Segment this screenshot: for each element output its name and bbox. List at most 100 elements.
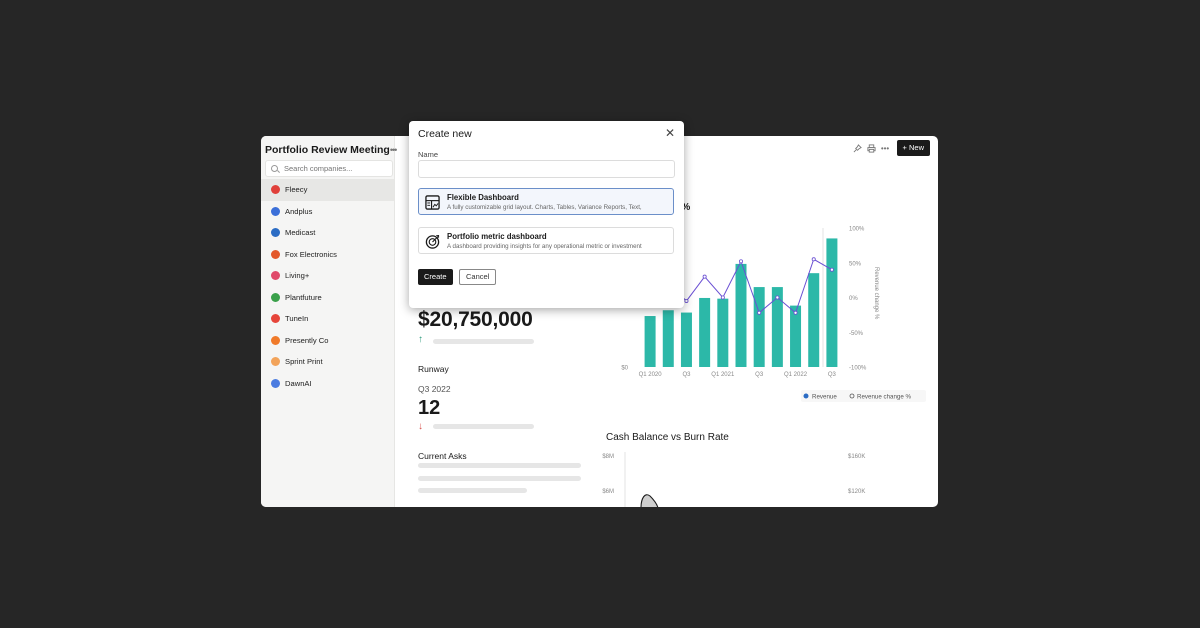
option-portfolio-metric-dashboard[interactable]: Portfolio metric dashboard A dashboard p… (418, 227, 674, 254)
company-search[interactable] (265, 160, 393, 177)
bar (717, 298, 729, 367)
more-horizontal-icon[interactable]: ••• (880, 143, 890, 153)
bar (680, 312, 692, 367)
bar (771, 287, 783, 367)
bar (753, 287, 765, 367)
skeleton-bar (418, 463, 581, 468)
sidebar-item-medicast[interactable]: Medicast (261, 222, 394, 244)
print-icon[interactable] (866, 143, 876, 153)
sidebar-item-plantfuture[interactable]: Plantfuture (261, 287, 394, 309)
sidebar-item-label: Plantfuture (285, 292, 322, 302)
bar (826, 238, 838, 367)
cash-balance-area (640, 494, 659, 507)
arrow-down-icon: ↓ (418, 421, 423, 432)
close-icon[interactable]: ✕ (664, 126, 675, 140)
line-point (684, 298, 689, 303)
company-logo-icon (271, 357, 280, 367)
company-logo-icon (271, 249, 280, 259)
company-logo-icon (271, 185, 280, 195)
skeleton-bar (433, 424, 534, 429)
bar (790, 305, 802, 367)
left-axis-tick: $0 (621, 366, 628, 372)
option-flexible-dashboard[interactable]: Flexible Dashboard A fully customizable … (418, 188, 674, 215)
runway-period: Q3 2022 (418, 384, 451, 394)
x-axis-tick: Q3 (682, 372, 691, 378)
x-axis-tick: Q1 2022 (784, 372, 808, 378)
company-logo-icon (271, 314, 280, 324)
company-logo-icon (271, 228, 280, 238)
create-button[interactable]: Create (418, 269, 453, 285)
skeleton-bar (418, 476, 581, 481)
right-axis-tick: 50% (849, 261, 862, 267)
sidebar-item-label: Sprint Print (285, 357, 323, 367)
arrow-up-icon: ↑ (418, 334, 423, 345)
new-button[interactable]: + New (896, 140, 930, 156)
sidebar-item-living[interactable]: Living+ (261, 265, 394, 287)
option-title: Portfolio metric dashboard (447, 232, 547, 241)
more-horizontal-icon[interactable]: ••• (389, 145, 398, 155)
name-input[interactable] (418, 160, 675, 178)
revenue-chart: $0$300K100%50%0%-50%-100%Revenue change … (611, 227, 926, 402)
option-description: A dashboard providing insights for any o… (447, 243, 642, 250)
legend-revenue-label: Revenue (812, 394, 837, 401)
skeleton-bar (418, 488, 527, 493)
right-axis-tick: -50% (849, 331, 864, 337)
right-axis-tick: 0% (849, 296, 858, 302)
option-description: A fully customizable grid layout. Charts… (447, 204, 642, 211)
bar (699, 297, 711, 367)
line-point (775, 295, 780, 300)
right-axis-tick: $120K (848, 489, 865, 495)
sidebar-item-presently-co[interactable]: Presently Co (261, 330, 394, 352)
right-axis-tick: $160K (848, 454, 865, 460)
right-axis-label: Revenue change % (873, 267, 879, 320)
company-logo-icon (271, 206, 280, 216)
sidebar-item-fleecy[interactable]: Fleecy (261, 179, 394, 201)
sidebar-item-sprint-print[interactable]: Sprint Print (261, 351, 394, 373)
company-logo-icon (271, 292, 280, 302)
sidebar-item-andplus[interactable]: Andplus (261, 201, 394, 223)
runway-label: Runway (418, 364, 449, 374)
line-point (738, 259, 743, 264)
x-axis-tick: Q3 (828, 372, 837, 378)
line-point (702, 274, 707, 279)
bar (808, 273, 820, 367)
company-search-input[interactable] (284, 164, 384, 173)
skeleton-bar (433, 339, 534, 344)
name-label: Name (418, 150, 439, 159)
dashboard-grid-icon (425, 195, 440, 210)
line-point (757, 310, 762, 315)
sidebar: Portfolio Review Meeting ••• Fleecy Andpl… (261, 136, 397, 507)
legend-change-label: Revenue change % (857, 394, 912, 401)
x-axis-tick: Q3 (755, 372, 764, 378)
pin-icon[interactable] (853, 143, 862, 153)
target-icon (425, 234, 440, 249)
sidebar-item-tunein[interactable]: TuneIn (261, 308, 394, 330)
right-axis-tick: 100% (849, 227, 865, 233)
sidebar-item-dawnai[interactable]: DawnAI (261, 373, 394, 395)
bar (644, 316, 656, 367)
company-list: Fleecy Andplus Medicast Fox Electronics Livi… (261, 179, 394, 394)
right-axis-tick: -100% (849, 366, 867, 372)
x-axis-tick: Q1 2021 (711, 372, 735, 378)
cancel-button[interactable]: Cancel (459, 269, 497, 285)
legend-revenue-icon (803, 393, 809, 399)
sidebar-item-label: Medicast (285, 228, 316, 238)
sidebar-item-fox-electronics[interactable]: Fox Electronics (261, 244, 394, 266)
sidebar-item-label: Presently Co (285, 335, 329, 345)
bar (735, 263, 747, 367)
toolbar: ••• + New (853, 140, 930, 156)
runway-value: 12 (418, 397, 441, 419)
sidebar-item-label: TuneIn (285, 314, 309, 324)
revenue-metric-value: $20,750,000 (418, 308, 533, 331)
company-logo-icon (271, 335, 280, 345)
bar (662, 310, 674, 367)
sidebar-header: Portfolio Review Meeting ••• (265, 142, 397, 158)
legend-change-icon (849, 393, 855, 399)
legend-box (801, 390, 926, 402)
sidebar-item-label: DawnAI (285, 378, 312, 388)
chart-title-cash-balance: Cash Balance vs Burn Rate (606, 432, 729, 443)
left-axis-tick: $6M (602, 489, 614, 495)
sidebar-item-label: Living+ (285, 271, 310, 281)
x-axis-tick: Q1 2020 (639, 372, 663, 378)
left-axis-tick: $8M (602, 454, 614, 460)
